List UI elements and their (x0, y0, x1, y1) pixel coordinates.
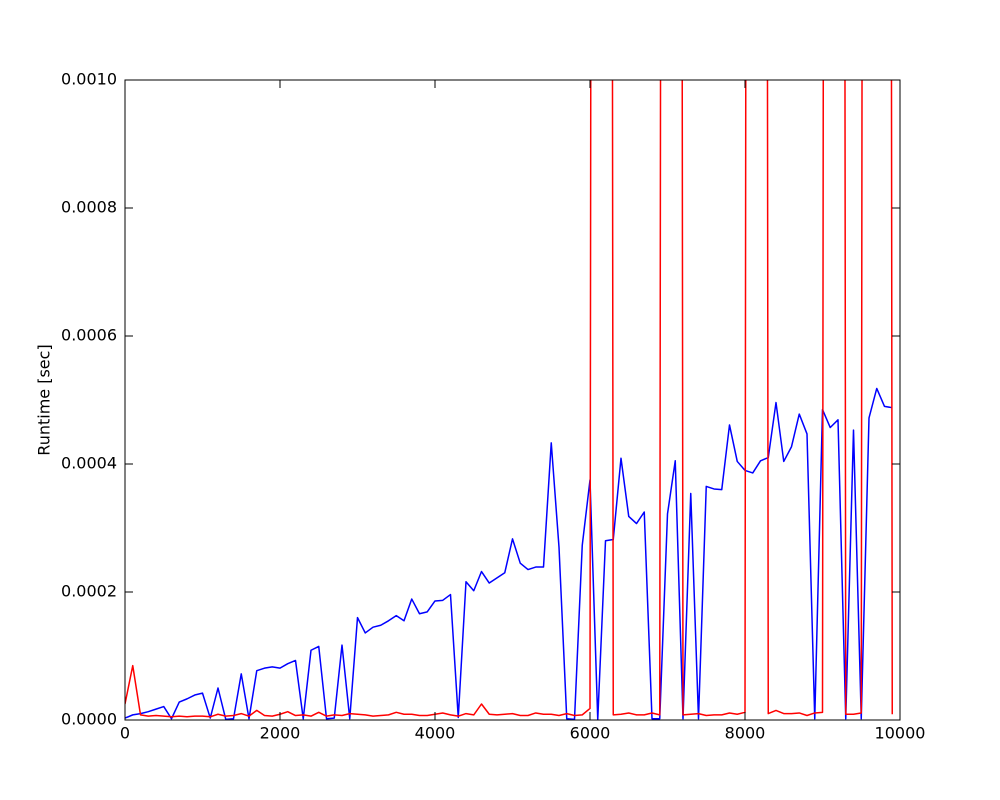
x-tick-label: 10000 (875, 724, 926, 743)
y-tick-label: 0.0000 (61, 710, 117, 729)
series-line (125, 387, 893, 720)
x-tick-label: 4000 (415, 724, 456, 743)
series-line (125, 80, 893, 718)
y-axis-label: Runtime [sec] (35, 344, 54, 455)
y-tick-label: 0.0006 (61, 326, 117, 345)
y-tick-label: 0.0004 (61, 454, 117, 473)
x-tick-label: 0 (120, 724, 130, 743)
plot-frame (124, 79, 901, 721)
x-tick-label: 2000 (260, 724, 301, 743)
plot-area (125, 80, 893, 720)
y-tick-label: 0.0010 (61, 70, 117, 89)
x-tick-label: 8000 (725, 724, 766, 743)
x-tick-label: 6000 (570, 724, 611, 743)
y-tick-label: 0.0008 (61, 198, 117, 217)
y-tick-label: 0.0002 (61, 582, 117, 601)
